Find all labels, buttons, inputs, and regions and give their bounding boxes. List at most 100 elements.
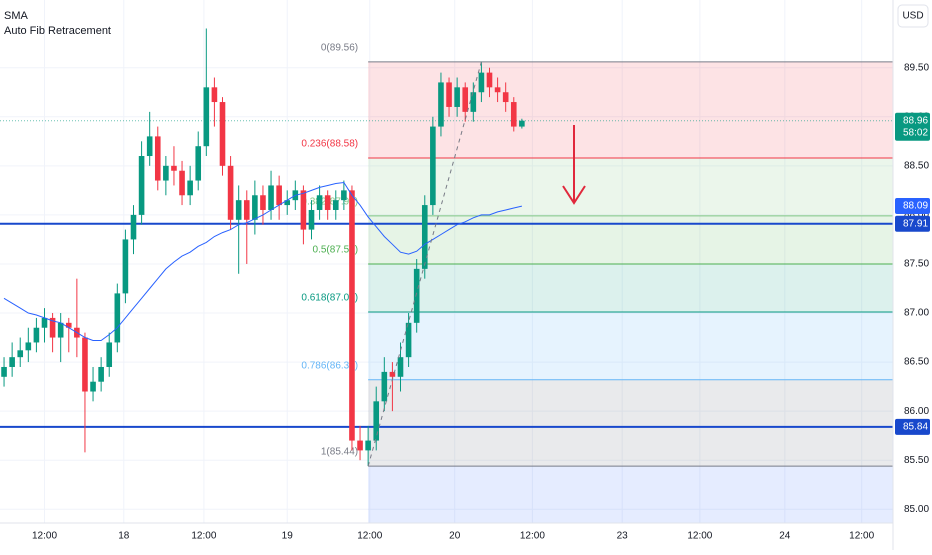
y-tick-label: 87.50 bbox=[904, 259, 929, 270]
fib-label: 0.786(86.32) bbox=[301, 360, 358, 371]
line-price-label-box bbox=[895, 215, 930, 232]
candle-body bbox=[57, 322, 64, 338]
x-tick-label: 24 bbox=[779, 531, 791, 542]
candle-body bbox=[154, 136, 161, 181]
indicator-name: Auto Fib Retracement bbox=[4, 25, 111, 37]
candle-body bbox=[114, 293, 121, 343]
x-tick-label: 12:00 bbox=[32, 531, 57, 542]
x-tick-label: 20 bbox=[449, 531, 461, 542]
candle-body bbox=[195, 146, 202, 181]
candle-body bbox=[49, 317, 56, 338]
candle-body bbox=[82, 337, 88, 392]
candle-body bbox=[438, 82, 444, 127]
candle-body bbox=[454, 87, 460, 107]
candle-body bbox=[1, 366, 7, 377]
indicator-name: SMA bbox=[4, 10, 29, 22]
candle-body bbox=[341, 190, 347, 201]
candle-body bbox=[17, 350, 24, 358]
candle-body bbox=[41, 317, 48, 328]
candle-body bbox=[462, 87, 469, 112]
sma-line bbox=[3, 181, 523, 341]
candle-body bbox=[203, 87, 210, 147]
candle-body bbox=[389, 371, 396, 377]
y-tick-label: 86.00 bbox=[904, 406, 929, 417]
x-tick-label: 12:00 bbox=[849, 531, 874, 542]
candle-body bbox=[405, 322, 412, 358]
x-tick-label: 12:00 bbox=[191, 531, 216, 542]
candle-body bbox=[324, 195, 331, 210]
candle-body bbox=[519, 120, 525, 127]
currency-button[interactable] bbox=[897, 4, 929, 28]
candle-body bbox=[397, 357, 404, 377]
candle-body bbox=[308, 209, 315, 230]
candle-body bbox=[510, 102, 517, 127]
last-price-label-box bbox=[895, 112, 930, 141]
candle-body bbox=[446, 82, 452, 107]
candle-body bbox=[284, 200, 291, 206]
line-price-label: 87.91 bbox=[903, 218, 928, 229]
y-tick-label: 85.50 bbox=[904, 455, 929, 466]
fib-zone bbox=[368, 61, 893, 158]
fib-zone bbox=[368, 157, 893, 216]
down-arrow bbox=[562, 125, 586, 205]
fib-zone bbox=[368, 263, 893, 313]
fib-label: 1(85.44) bbox=[321, 447, 358, 458]
last-price-label: 88.96 bbox=[903, 115, 928, 126]
candle-body bbox=[478, 72, 485, 93]
candle-body bbox=[227, 165, 234, 220]
fib-label: 0.236(88.58) bbox=[301, 139, 358, 150]
candle-body bbox=[122, 239, 129, 294]
x-tick-label: 12:00 bbox=[357, 531, 382, 542]
x-tick-label: 12:00 bbox=[687, 531, 712, 542]
candle-body bbox=[316, 195, 323, 210]
candle-body bbox=[502, 92, 509, 103]
line-price-label: 85.84 bbox=[903, 421, 928, 432]
y-tick-label: 88.50 bbox=[904, 160, 929, 171]
candle-body bbox=[332, 200, 339, 210]
candle-body bbox=[260, 195, 266, 210]
fib-zone bbox=[368, 312, 893, 380]
currency-label: USD bbox=[902, 11, 923, 22]
candle-body bbox=[413, 268, 420, 323]
y-tick-label: 87.00 bbox=[904, 308, 929, 319]
candle-body bbox=[300, 190, 307, 230]
candle-body bbox=[486, 72, 493, 88]
candle-body bbox=[163, 165, 169, 181]
fib-label: 0.5(87.50) bbox=[313, 245, 359, 256]
candle-body bbox=[421, 205, 428, 269]
line-price-label-box bbox=[895, 418, 930, 435]
last-price-label-countdown: 58:02 bbox=[903, 127, 928, 138]
fib-label: 0(89.56) bbox=[321, 42, 358, 53]
y-tick-label: 88.00 bbox=[904, 210, 929, 221]
sma-value-label: 88.09 bbox=[903, 201, 928, 212]
y-tick-label: 85.00 bbox=[904, 504, 929, 515]
candle-body bbox=[470, 92, 477, 112]
sma-value-label-box bbox=[895, 198, 930, 215]
candle-body bbox=[268, 185, 274, 210]
candle-body bbox=[25, 342, 32, 351]
candle-body bbox=[98, 366, 104, 382]
candle-body bbox=[243, 200, 250, 220]
y-tick-label: 86.50 bbox=[904, 357, 929, 368]
candle-body bbox=[276, 185, 282, 206]
candle-body bbox=[494, 87, 501, 93]
x-tick-label: 19 bbox=[282, 531, 294, 542]
candle-body bbox=[357, 440, 363, 451]
candle-body bbox=[65, 322, 72, 328]
candle-body bbox=[365, 440, 371, 451]
candle-body bbox=[171, 165, 177, 171]
candle-body bbox=[9, 357, 15, 367]
candle-body bbox=[187, 180, 193, 196]
candle-body bbox=[349, 190, 355, 441]
candle-body bbox=[252, 195, 258, 220]
fib-label: 0.618(87.01) bbox=[301, 293, 358, 304]
x-tick-label: 18 bbox=[118, 531, 130, 542]
x-tick-label: 12:00 bbox=[520, 531, 545, 542]
y-tick-label: 89.50 bbox=[904, 62, 929, 73]
candle-body bbox=[219, 102, 226, 166]
candle-body bbox=[430, 126, 436, 206]
fib-trend-line bbox=[367, 61, 482, 467]
candle-body bbox=[381, 371, 388, 402]
candle-body bbox=[90, 381, 96, 392]
candle-body bbox=[106, 342, 113, 367]
